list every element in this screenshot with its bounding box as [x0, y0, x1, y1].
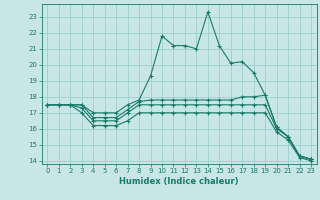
X-axis label: Humidex (Indice chaleur): Humidex (Indice chaleur)	[119, 177, 239, 186]
